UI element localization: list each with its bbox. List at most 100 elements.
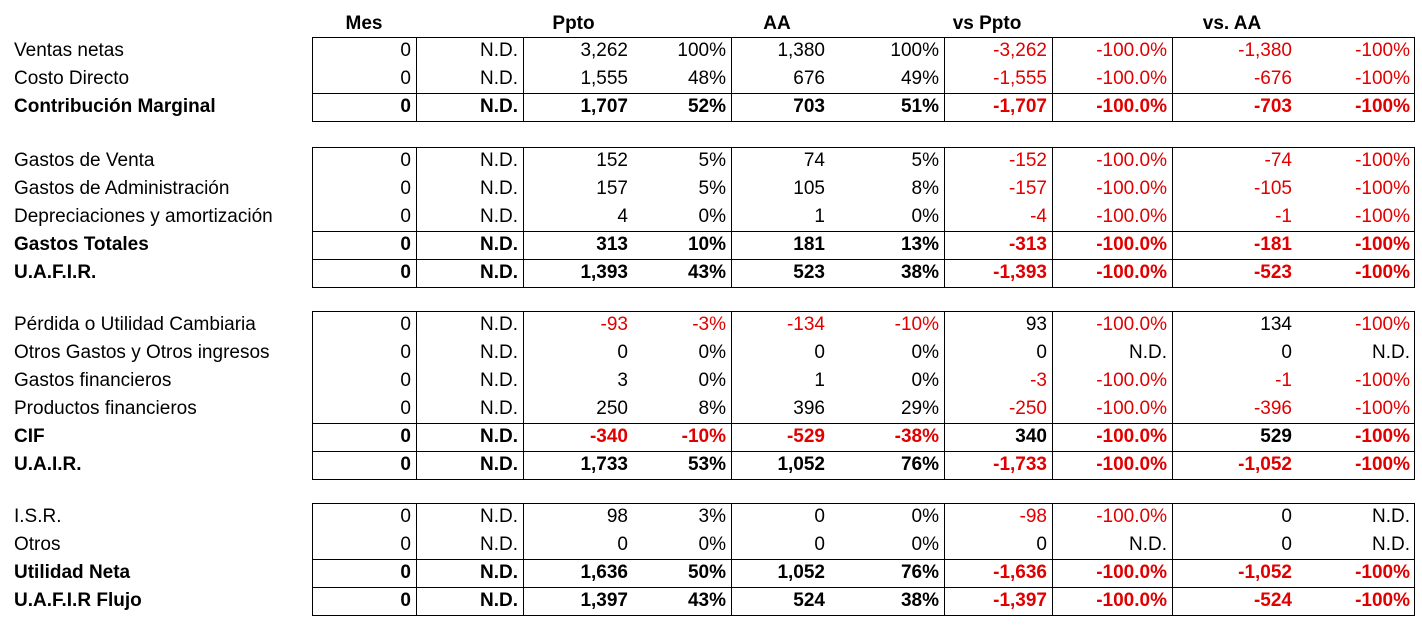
table-cell: 529 [1260, 426, 1292, 447]
table-cell: 676 [793, 68, 825, 89]
table-cell: -100.0% [1096, 370, 1167, 391]
total-row-divider [312, 559, 1415, 560]
table-cell: 524 [793, 590, 825, 611]
table-cell: N.D. [480, 398, 518, 419]
table-cell: N.D. [480, 534, 518, 555]
table-cell: 53% [687, 454, 726, 475]
total-row-divider [312, 259, 1415, 260]
table-cell: 0 [400, 96, 411, 117]
total-row-divider [312, 231, 1415, 232]
table-cell: 43% [687, 262, 726, 283]
table-cell: -100.0% [1096, 398, 1167, 419]
table-cell: 0 [400, 506, 411, 527]
table-cell: -100% [1355, 370, 1410, 391]
table-cell: 1,052 [777, 454, 825, 475]
column-divider [416, 311, 417, 479]
table-cell: -100.0% [1096, 40, 1167, 61]
column-divider [416, 37, 417, 121]
table-cell: 1,052 [777, 562, 825, 583]
table-cell: 0 [400, 454, 411, 475]
row-label: Pérdida o Utilidad Cambiaria [14, 314, 256, 335]
table-cell: 0 [400, 534, 411, 555]
table-block-border [312, 311, 1415, 480]
row-label: Depreciaciones y amortización [14, 206, 273, 227]
table-cell: 50% [687, 562, 726, 583]
table-cell: -10% [894, 314, 939, 335]
header-vs-aa: vs. AA [1202, 13, 1262, 34]
table-cell: -100.0% [1096, 234, 1167, 255]
table-cell: N.D. [1372, 506, 1410, 527]
row-label: Ventas netas [14, 40, 124, 61]
table-cell: 0 [400, 342, 411, 363]
table-cell: 157 [596, 178, 628, 199]
table-cell: 98 [606, 506, 628, 527]
column-divider [1172, 37, 1173, 121]
table-cell: -100.0% [1096, 590, 1167, 611]
table-cell: N.D. [480, 40, 518, 61]
table-cell: -181 [1253, 234, 1292, 255]
table-cell: -100% [1355, 40, 1410, 61]
table-cell: -100.0% [1096, 96, 1167, 117]
table-cell: 0 [400, 398, 411, 419]
table-cell: N.D. [480, 150, 518, 171]
table-cell: -100.0% [1096, 314, 1167, 335]
column-divider [731, 37, 732, 121]
table-cell: 4 [617, 206, 628, 227]
table-cell: N.D. [480, 234, 518, 255]
table-cell: N.D. [1129, 342, 1167, 363]
table-cell: -1,052 [1238, 454, 1292, 475]
table-cell: -100.0% [1096, 178, 1167, 199]
table-cell: N.D. [480, 590, 518, 611]
header-aa: AA [763, 13, 791, 34]
total-row-divider [312, 587, 1415, 588]
table-cell: 38% [900, 262, 939, 283]
table-cell: 0 [400, 426, 411, 447]
header-ppto: Ppto [552, 13, 595, 34]
table-cell: 3,262 [580, 40, 628, 61]
table-cell: -105 [1253, 178, 1292, 199]
table-cell: 0 [400, 234, 411, 255]
table-cell: 152 [596, 150, 628, 171]
table-cell: -1,555 [993, 68, 1047, 89]
table-cell: 43% [687, 590, 726, 611]
table-cell: 0 [814, 342, 825, 363]
table-cell: 313 [596, 234, 628, 255]
table-cell: 3% [698, 506, 726, 527]
column-divider [731, 147, 732, 287]
table-cell: 0 [1036, 342, 1047, 363]
table-cell: -1,636 [993, 562, 1047, 583]
total-row-divider [312, 451, 1415, 452]
column-divider [1172, 311, 1173, 479]
table-cell: 8% [698, 398, 726, 419]
table-cell: 134 [1260, 314, 1292, 335]
row-label: Otros Gastos y Otros ingresos [14, 342, 270, 363]
table-cell: N.D. [480, 342, 518, 363]
table-cell: -529 [786, 426, 825, 447]
table-cell: -524 [1253, 590, 1292, 611]
column-divider [523, 311, 524, 479]
table-cell: -10% [681, 426, 726, 447]
table-cell: -100% [1355, 314, 1410, 335]
row-label: Gastos de Venta [14, 150, 155, 171]
table-cell: 0% [911, 342, 939, 363]
table-cell: -98 [1019, 506, 1047, 527]
table-cell: 0 [400, 262, 411, 283]
table-cell: -1,393 [993, 262, 1047, 283]
table-cell: 0 [1281, 342, 1292, 363]
table-cell: 250 [596, 398, 628, 419]
total-row-divider [312, 423, 1415, 424]
column-divider [523, 147, 524, 287]
row-label: Gastos Totales [14, 234, 149, 255]
table-cell: N.D. [480, 206, 518, 227]
table-cell: 48% [687, 68, 726, 89]
table-cell: -74 [1264, 150, 1292, 171]
table-cell: -396 [1253, 398, 1292, 419]
table-cell: 0% [911, 370, 939, 391]
table-cell: 1,380 [777, 40, 825, 61]
table-cell: 76% [900, 454, 939, 475]
table-cell: 52% [687, 96, 726, 117]
table-cell: 1,707 [580, 96, 628, 117]
row-label: Otros [14, 534, 61, 555]
table-cell: 0 [400, 40, 411, 61]
table-block-border [312, 37, 1415, 122]
